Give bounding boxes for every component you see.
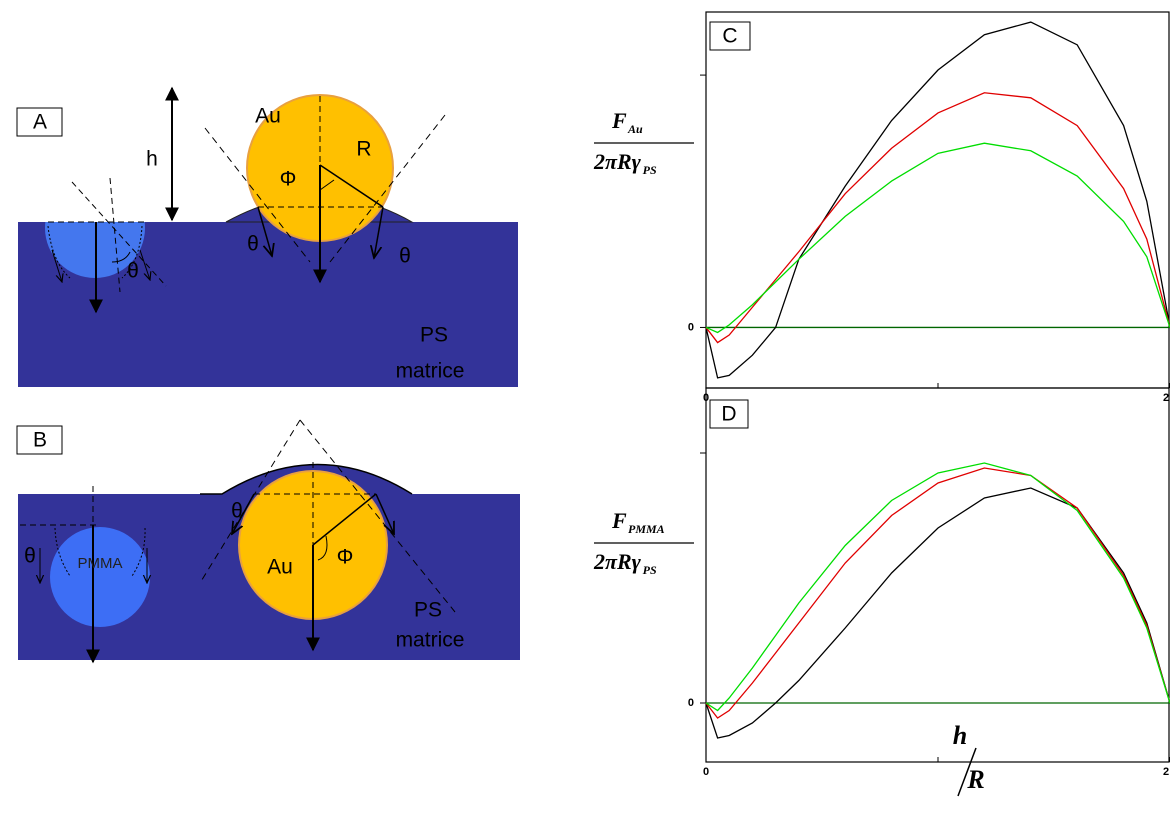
dashed-line — [109, 177, 121, 293]
dashed-line — [204, 127, 311, 263]
angle-arc — [317, 535, 328, 561]
diagram-text: h — [146, 148, 158, 171]
y-label-num: F — [611, 108, 627, 133]
panel-label: A — [33, 111, 47, 134]
y-label-den: 2πRγ — [593, 149, 642, 174]
x-tick-label: 0 — [703, 766, 709, 778]
y-tick-label: 0 — [688, 321, 694, 333]
curve — [705, 142, 1170, 334]
x-label-num: h — [953, 721, 967, 750]
curve — [705, 462, 1170, 712]
diagram-text: θ — [247, 233, 259, 256]
pmma-particle — [50, 527, 150, 627]
diagram-text: Φ — [337, 546, 354, 569]
diagram-text: PMMA — [78, 555, 123, 572]
diagram-text: PS — [420, 324, 448, 347]
y-label-num-sub: Au — [627, 122, 643, 136]
angle-arc — [111, 251, 131, 263]
diagram-text: Φ — [280, 168, 297, 191]
curve — [705, 487, 1170, 739]
panel-label: C — [722, 25, 737, 48]
panel-box — [709, 399, 749, 429]
diagram-text: matrice — [396, 360, 465, 383]
arrow — [51, 249, 62, 282]
diagram-text: θ — [127, 260, 139, 283]
diagram-text: Au — [255, 105, 281, 128]
y-label-den-sub: PS — [643, 563, 657, 577]
panel-box — [16, 425, 63, 455]
diagram-text: matrice — [396, 629, 465, 652]
arrow — [139, 249, 150, 280]
x-tick-label: 2 — [1163, 766, 1169, 778]
arrow — [375, 493, 394, 534]
y-label-num: F — [611, 508, 627, 533]
diagram-text: PS — [414, 599, 442, 622]
y-tick-label: 0 — [688, 697, 694, 709]
panel-label: D — [721, 403, 736, 426]
diagram-text: θ — [231, 500, 243, 523]
diagram-a: A h Au R Φ θ θ θ PS matrice — [16, 86, 518, 387]
dotted-edge — [54, 527, 146, 577]
x-tick-label: 2 — [1163, 392, 1169, 404]
radius — [319, 164, 384, 208]
curve — [705, 21, 1170, 379]
dashed-line — [71, 181, 167, 287]
angle-mark — [319, 179, 335, 191]
diagram-text: R — [356, 138, 371, 161]
radius — [312, 493, 377, 546]
arrow — [257, 206, 272, 256]
plot-frame — [705, 387, 1170, 763]
x-label-den: R — [966, 765, 984, 794]
diagram-b: B θ PMMA θ Au Φ PS matrice — [16, 419, 520, 664]
diagram-text: θ — [399, 245, 411, 268]
dashed-line — [199, 419, 301, 584]
panel-label: B — [33, 429, 47, 452]
curve — [705, 467, 1170, 719]
curve — [705, 92, 1170, 344]
y-label-den-sub: PS — [643, 163, 657, 177]
y-label-den: 2πRγ — [593, 549, 642, 574]
diagram-text: Au — [267, 556, 293, 579]
plot-frame — [705, 11, 1170, 389]
panel-box — [16, 107, 63, 137]
dotted-edge — [47, 225, 143, 279]
diagram-text: θ — [24, 545, 36, 568]
dashed-line — [299, 419, 456, 613]
arrow — [374, 206, 384, 258]
fraction-slash — [957, 747, 977, 797]
panel-box — [709, 21, 751, 51]
arrow — [232, 493, 255, 534]
y-label-num-sub: PMMA — [628, 522, 665, 536]
